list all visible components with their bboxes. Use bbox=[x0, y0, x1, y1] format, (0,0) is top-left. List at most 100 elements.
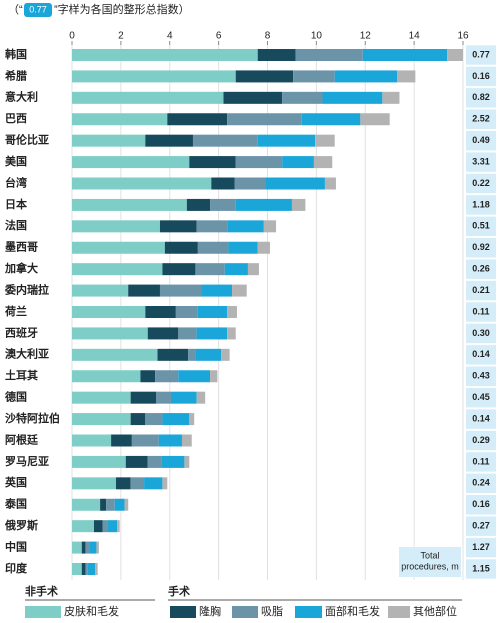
bar-segment bbox=[85, 563, 88, 575]
category-label: 墨西哥 bbox=[5, 241, 38, 254]
bar-segment bbox=[197, 241, 229, 254]
x-tick-label: 2 bbox=[118, 31, 124, 42]
bar-segment bbox=[235, 198, 292, 211]
bar-segment bbox=[196, 391, 206, 404]
index-label: 0.49 bbox=[472, 135, 490, 145]
index-label: 0.77 bbox=[472, 49, 490, 59]
category-label: 沙特阿拉伯 bbox=[5, 411, 60, 425]
legend-swatch bbox=[295, 606, 322, 618]
bar-segment bbox=[72, 284, 129, 297]
bar-segment bbox=[210, 198, 236, 211]
category-label: 土耳其 bbox=[5, 368, 38, 382]
bar-segment bbox=[227, 113, 302, 126]
bar-segment bbox=[87, 563, 96, 575]
index-label: 1.18 bbox=[472, 199, 490, 209]
category-label: 德国 bbox=[4, 390, 27, 404]
category-label: 台湾 bbox=[5, 175, 27, 189]
index-cell bbox=[466, 345, 496, 365]
bar-segment bbox=[106, 498, 115, 511]
bar-segment bbox=[147, 327, 179, 340]
bar-segment bbox=[196, 220, 228, 233]
category-label: 荷兰 bbox=[4, 304, 27, 318]
category-label: 韩国 bbox=[5, 47, 27, 61]
bar-segment bbox=[72, 306, 146, 318]
bar-segment bbox=[159, 220, 197, 233]
note-after: ”字样为各国的整形总指数） bbox=[54, 2, 190, 16]
index-label: 0.43 bbox=[472, 371, 490, 381]
bar-segment bbox=[72, 91, 224, 104]
index-cell bbox=[466, 173, 496, 194]
category-label: 委内瑞拉 bbox=[4, 282, 49, 296]
bar-segment bbox=[140, 370, 156, 383]
bar-segment bbox=[223, 91, 283, 104]
x-tick-label: 16 bbox=[457, 31, 469, 42]
index-label: 0.45 bbox=[472, 392, 490, 402]
bar-segment bbox=[360, 113, 390, 126]
legend-group-title: 非手术 bbox=[25, 584, 58, 598]
index-label: 2.52 bbox=[472, 114, 490, 124]
bar-segment bbox=[228, 241, 258, 254]
bar-segment bbox=[235, 70, 294, 83]
bar-segment bbox=[162, 263, 196, 276]
note-badge: 0.77 bbox=[29, 4, 47, 14]
index-cell bbox=[466, 409, 496, 429]
bar-segment bbox=[130, 477, 145, 490]
bar-segment bbox=[72, 477, 116, 490]
bar-segment bbox=[315, 134, 335, 147]
bar-segment bbox=[181, 434, 192, 447]
bar-segment bbox=[131, 434, 159, 447]
bar-segment bbox=[72, 198, 187, 211]
bar-segment bbox=[144, 477, 163, 490]
index-label: 0.26 bbox=[472, 264, 490, 274]
index-cell bbox=[466, 195, 496, 215]
index-cell bbox=[466, 88, 496, 108]
bar-segment bbox=[301, 113, 361, 126]
bar-segment bbox=[125, 455, 148, 468]
index-cell bbox=[466, 387, 496, 408]
total-label: Total bbox=[420, 550, 439, 560]
bar-segment bbox=[128, 284, 160, 297]
bar-segment bbox=[72, 434, 112, 447]
index-label: 1.15 bbox=[472, 563, 490, 573]
bar-segment bbox=[72, 263, 163, 276]
bar-segment bbox=[282, 91, 323, 104]
bar-segment bbox=[232, 284, 247, 297]
index-cell bbox=[466, 280, 496, 301]
index-cell bbox=[466, 152, 496, 172]
bar-segment bbox=[221, 348, 230, 361]
category-label: 泰国 bbox=[4, 497, 27, 511]
bar-segment bbox=[115, 477, 131, 490]
bar-segment bbox=[95, 563, 98, 575]
index-label: 3.31 bbox=[472, 156, 490, 166]
index-label: 0.82 bbox=[472, 92, 490, 102]
bar-segment bbox=[210, 370, 218, 383]
bar-segment bbox=[313, 156, 333, 169]
bar-segment bbox=[322, 91, 383, 104]
bar-segment bbox=[334, 70, 398, 83]
bar-segment bbox=[170, 391, 197, 404]
index-label: 0.14 bbox=[472, 349, 490, 359]
bar-segment bbox=[81, 541, 86, 554]
bar-segment bbox=[72, 49, 258, 61]
category-label: 希腊 bbox=[4, 68, 27, 82]
bar-segment bbox=[72, 498, 101, 511]
note-badge-bg bbox=[24, 3, 52, 17]
bar-segment bbox=[175, 306, 198, 318]
total-box bbox=[399, 547, 461, 577]
bar-segment bbox=[178, 327, 197, 340]
index-label: 0.27 bbox=[472, 521, 490, 531]
total-label: procedures, m bbox=[401, 561, 459, 571]
bar-segment bbox=[157, 348, 189, 361]
bar-segment bbox=[89, 541, 97, 554]
index-label: 0.11 bbox=[472, 456, 489, 466]
bar-segment bbox=[382, 91, 400, 104]
index-label: 1.27 bbox=[472, 542, 490, 552]
bar-segment bbox=[72, 391, 131, 404]
bar-segment bbox=[162, 477, 168, 490]
bar-segment bbox=[447, 49, 463, 61]
bar-segment bbox=[159, 284, 202, 297]
bar-segment bbox=[72, 156, 190, 169]
legend-label: 其他部位 bbox=[413, 604, 457, 618]
index-cell bbox=[466, 495, 496, 515]
